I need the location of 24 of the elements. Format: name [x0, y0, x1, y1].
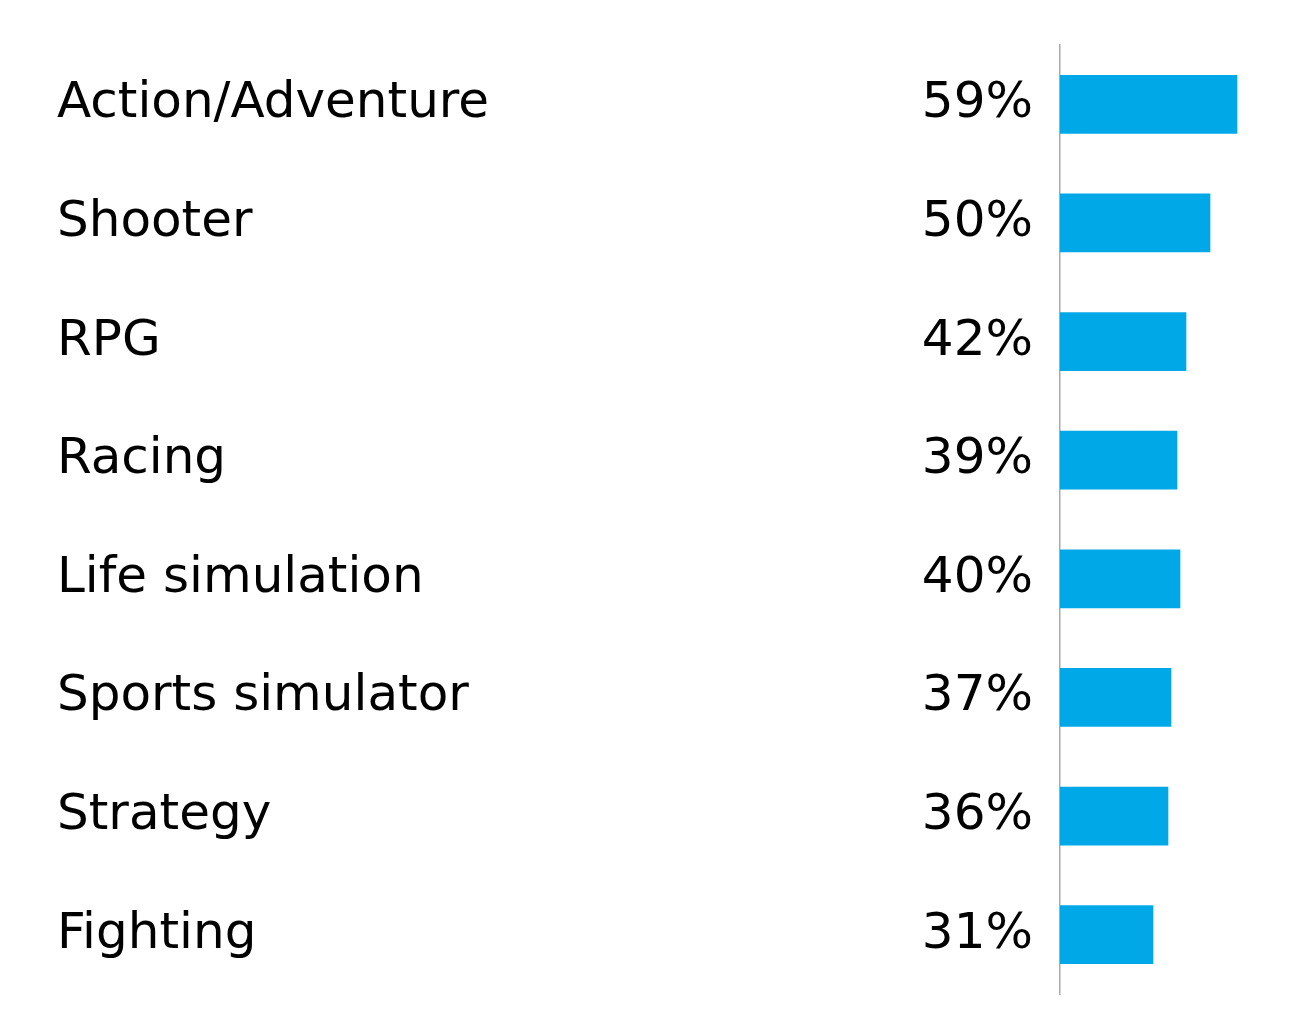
y-tick-label: Strategy: [57, 783, 272, 842]
y-tick-label: Sports simulator: [57, 664, 470, 723]
bar: [1060, 74, 1238, 134]
y-tick-label: RPG: [57, 308, 161, 367]
bar: [1060, 905, 1154, 965]
data-label: 31%: [921, 901, 1033, 960]
data-label: 36%: [921, 783, 1033, 842]
y-tick-label: Life simulation: [57, 545, 424, 604]
y-tick-label: Action/Adventure: [57, 71, 490, 130]
data-label: 40%: [921, 545, 1033, 604]
bar: [1060, 430, 1178, 490]
data-label: 59%: [921, 71, 1033, 130]
y-tick-label: Fighting: [57, 901, 257, 960]
y-tick-label: Shooter: [57, 189, 253, 248]
bar: [1060, 193, 1211, 253]
data-label: 39%: [921, 427, 1033, 486]
y-tick-label: Racing: [57, 427, 227, 486]
data-label: 50%: [921, 189, 1033, 248]
bar: [1060, 668, 1172, 727]
bar: [1060, 549, 1181, 609]
data-label: 42%: [921, 308, 1033, 367]
bar: [1060, 312, 1187, 371]
data-label: 37%: [921, 664, 1033, 723]
bar: [1060, 786, 1169, 846]
